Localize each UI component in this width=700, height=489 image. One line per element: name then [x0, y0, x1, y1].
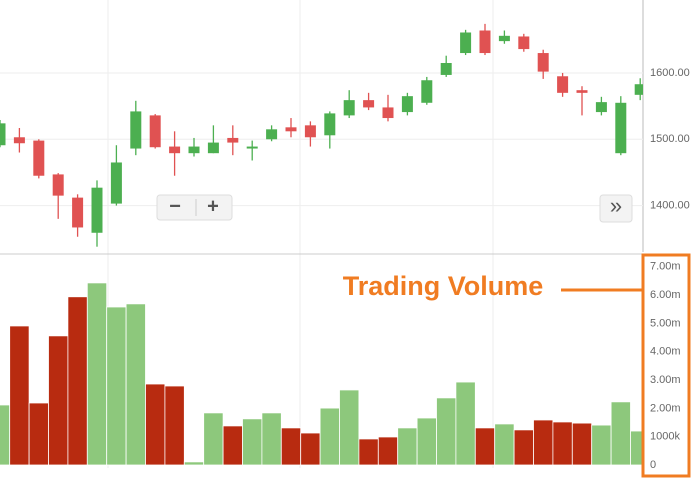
- volume-bar: [339, 389, 360, 466]
- candle-body: [460, 32, 472, 54]
- candle-body: [363, 100, 375, 108]
- candle-body: [285, 127, 297, 132]
- volume-bar: [183, 461, 205, 466]
- volume-bar: [203, 412, 224, 466]
- volume-axis-highlight: [641, 253, 691, 478]
- volume-bar: [416, 417, 437, 466]
- annotation: Trading Volume: [343, 271, 544, 301]
- candle-body: [13, 137, 25, 144]
- candle-body: [324, 113, 336, 136]
- candle-body: [0, 123, 6, 146]
- volume-bar: [630, 430, 643, 466]
- candle-body: [91, 187, 103, 233]
- volume-bar: [455, 381, 476, 466]
- scroll-button[interactable]: »: [610, 193, 622, 218]
- volume-bar: [28, 402, 49, 466]
- volume-bar: [0, 404, 11, 466]
- volume-bar: [610, 401, 631, 466]
- volume-bar: [242, 418, 263, 466]
- volume-bar: [86, 282, 108, 466]
- volume-bar: [319, 407, 340, 466]
- candle-body: [479, 30, 491, 54]
- volume-bar: [513, 429, 534, 466]
- y-tick-label: 1000k: [650, 431, 680, 443]
- y-tick-label: 1600.00: [650, 67, 690, 79]
- candle-body: [421, 80, 433, 103]
- candle-body: [227, 137, 239, 143]
- volume-bar: [591, 424, 612, 466]
- candle-body: [169, 146, 181, 154]
- candle-body: [266, 129, 278, 140]
- volume-bar: [474, 427, 496, 466]
- candle-body: [595, 102, 607, 113]
- candle-body: [537, 53, 549, 72]
- volume-bar: [300, 432, 321, 466]
- candle-body: [72, 197, 84, 228]
- volume-bar: [571, 422, 593, 466]
- grid: [0, 0, 644, 468]
- candle-body: [615, 102, 627, 154]
- zoom-box: [156, 194, 233, 221]
- volume-bar: [222, 425, 243, 466]
- candle-body: [207, 142, 219, 154]
- candle-body: [130, 111, 142, 149]
- candle-body: [518, 36, 530, 50]
- volume-bar: [9, 325, 30, 466]
- candle-body: [440, 63, 452, 75]
- candle-body: [304, 125, 316, 138]
- volume-bar: [261, 412, 282, 466]
- zoom-in-button[interactable]: +: [207, 195, 219, 217]
- candle-body: [343, 100, 355, 116]
- y-tick-label: 5.00m: [650, 317, 681, 329]
- candle-body: [576, 90, 588, 93]
- y-tick-label: 2.00m: [650, 402, 681, 414]
- volume-bar: [358, 438, 379, 466]
- volume-bar: [48, 335, 69, 466]
- volume-bar: [552, 421, 573, 466]
- volume-bar: [533, 419, 554, 466]
- volume-bar: [67, 296, 88, 466]
- y-tick-label: 1500.00: [650, 133, 690, 145]
- volume-bar: [494, 423, 515, 466]
- candle-body: [401, 96, 413, 113]
- volume-bar: [145, 383, 166, 466]
- scroll-box: [599, 194, 633, 223]
- candle-body: [498, 35, 510, 42]
- y-tick-label: 0: [650, 459, 656, 471]
- volume-bar: [106, 306, 127, 466]
- candle-body: [52, 174, 64, 196]
- y-tick-label: 6.00m: [650, 289, 681, 301]
- candle-body: [634, 84, 643, 95]
- candle-body: [246, 146, 258, 149]
- y-tick-label: 4.00m: [650, 346, 681, 358]
- candle-body: [149, 115, 161, 148]
- candle-body: [110, 162, 122, 204]
- volume-bar: [125, 303, 146, 466]
- plot-area: [0, 23, 643, 466]
- controls: − + »: [156, 193, 633, 223]
- candle-body: [33, 140, 45, 176]
- candle-body: [557, 76, 569, 93]
- zoom-out-button[interactable]: −: [169, 195, 181, 217]
- y-tick-label: 7.00m: [650, 261, 681, 273]
- volume-bar: [436, 397, 457, 466]
- volume-bar: [280, 427, 302, 466]
- volume-bar: [397, 427, 418, 466]
- y-tick-label: 1400.00: [650, 199, 690, 211]
- volume-bar: [164, 385, 185, 466]
- candle-body: [382, 107, 394, 119]
- volume-bar: [377, 436, 399, 466]
- y-tick-label: 3.00m: [650, 374, 681, 386]
- candle-body: [188, 146, 200, 154]
